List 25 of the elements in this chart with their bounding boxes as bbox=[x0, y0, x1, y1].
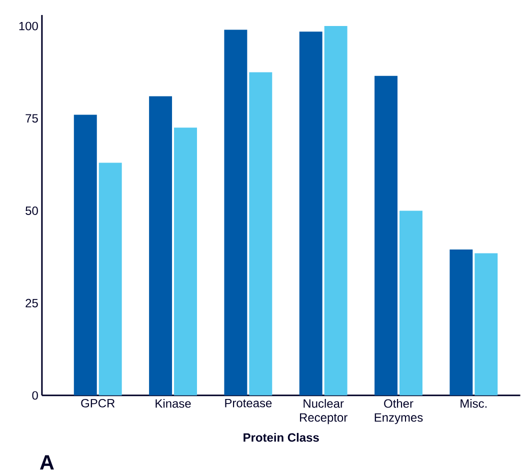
bar bbox=[74, 114, 97, 396]
bar bbox=[399, 210, 422, 396]
text: A bbox=[40, 455, 54, 470]
bar bbox=[98, 162, 122, 396]
x-tick-label: GPCR bbox=[81, 398, 115, 408]
y-tick-label: 100 bbox=[19, 22, 38, 30]
bar bbox=[374, 76, 398, 396]
bar bbox=[249, 72, 272, 396]
y-tick-label: 50 bbox=[26, 206, 38, 215]
bar bbox=[324, 26, 348, 396]
bar bbox=[450, 249, 473, 396]
bar bbox=[149, 96, 172, 396]
x-tick-label: Misc. bbox=[460, 398, 487, 408]
x-tick-label: Nuclear Receptor bbox=[300, 398, 348, 424]
y-tick-label: 0 bbox=[32, 391, 38, 400]
bar bbox=[474, 253, 498, 396]
y-tick-label: 75 bbox=[26, 114, 38, 122]
y-tick-label: 25 bbox=[26, 298, 38, 308]
bar bbox=[174, 127, 197, 396]
bar bbox=[224, 30, 248, 396]
x-tick-label: Protease bbox=[225, 398, 272, 408]
bar bbox=[299, 31, 322, 396]
x-axis-title: Protein Class bbox=[244, 432, 319, 442]
x-tick-label: Kinase bbox=[156, 398, 191, 408]
x-tick-label: Other Enzymes bbox=[374, 398, 423, 424]
